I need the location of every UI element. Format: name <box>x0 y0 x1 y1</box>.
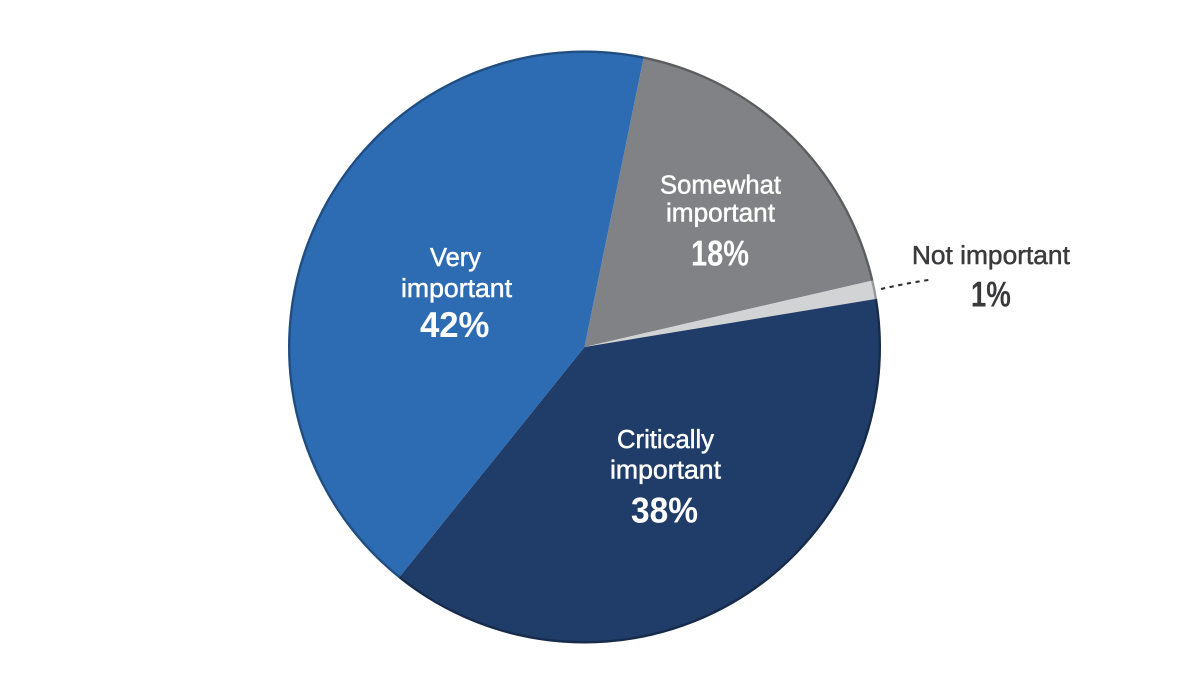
svg-text:Critically: Critically <box>617 424 714 454</box>
svg-text:Very: Very <box>430 242 481 272</box>
svg-text:important: important <box>610 455 722 485</box>
svg-text:42%: 42% <box>420 304 490 345</box>
svg-text:38%: 38% <box>631 489 698 530</box>
svg-text:18%: 18% <box>691 232 749 273</box>
svg-text:Not important: Not important <box>912 240 1071 270</box>
svg-text:Somewhat: Somewhat <box>660 170 782 200</box>
svg-text:important: important <box>401 273 513 303</box>
svg-text:important: important <box>666 198 776 228</box>
svg-text:1%: 1% <box>971 274 1011 315</box>
